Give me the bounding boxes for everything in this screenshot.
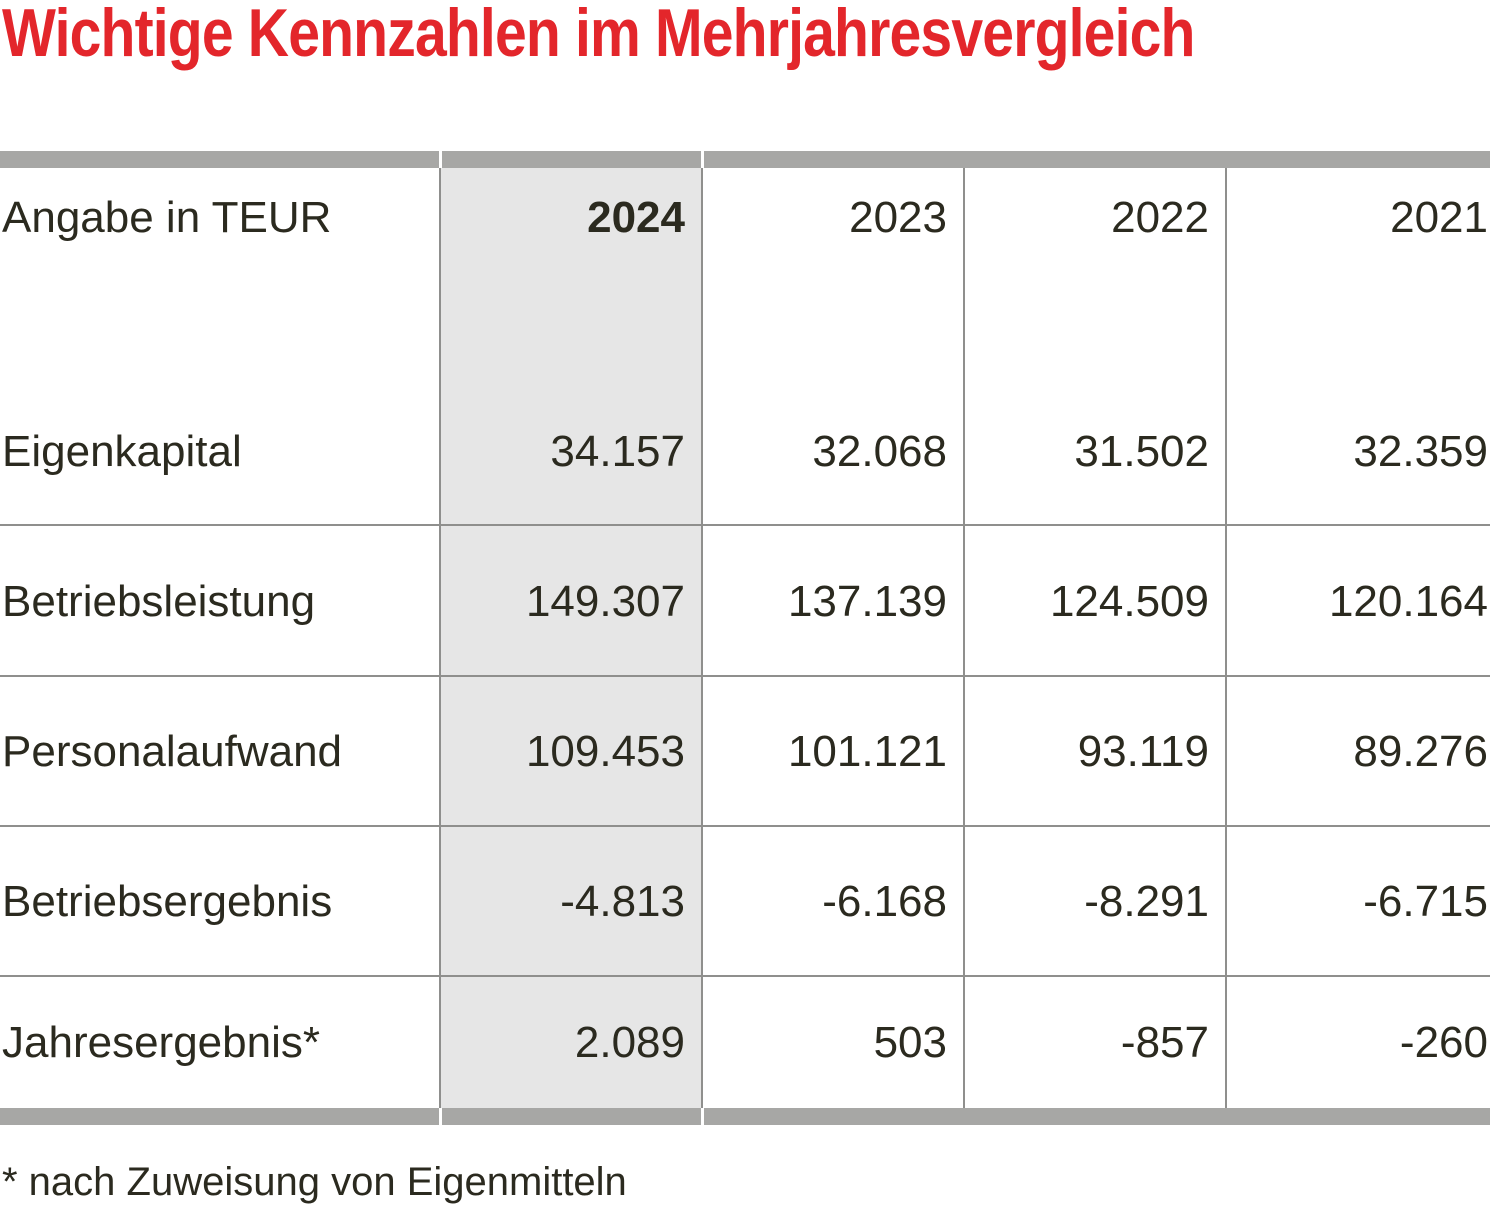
row-label: Eigenkapital — [2, 427, 242, 476]
table-top-rule — [0, 151, 1490, 168]
row-label: Betriebsleistung — [2, 577, 316, 626]
cell-value: 32.359 — [1353, 427, 1488, 476]
column-divider — [963, 168, 965, 1108]
header-label: Angabe in TEUR — [2, 193, 332, 242]
row-label: Personalaufwand — [2, 727, 343, 776]
cell-value: -4.813 — [560, 877, 685, 926]
column-divider — [439, 168, 441, 1108]
page-title: Wichtige Kennzahlen im Mehrjahresverglei… — [2, 0, 1195, 71]
row-divider — [0, 825, 1490, 827]
cell-value: 109.453 — [525, 727, 685, 776]
cell-value: 34.157 — [550, 427, 685, 476]
table-bottom-rule — [0, 1108, 1490, 1125]
cell-value: 32.068 — [812, 427, 947, 476]
rule-gap — [439, 1108, 442, 1125]
cell-value: 149.307 — [525, 577, 685, 626]
cell-value: -8.291 — [1084, 877, 1209, 926]
row-label: Betriebsergebnis — [2, 877, 333, 926]
highlight-column-2024 — [441, 168, 702, 1108]
cell-value: 93.119 — [1077, 727, 1209, 776]
header-year-2021: 2021 — [1390, 193, 1488, 242]
cell-value: 101.121 — [787, 727, 947, 776]
column-divider — [1225, 168, 1227, 1108]
cell-value: 120.164 — [1328, 577, 1488, 626]
cell-value: 31.502 — [1074, 427, 1209, 476]
column-divider — [701, 168, 703, 1108]
header-year-2022: 2022 — [1111, 193, 1209, 242]
cell-value: -857 — [1120, 1018, 1209, 1067]
cell-value: -6.168 — [822, 877, 947, 926]
cell-value: -260 — [1399, 1018, 1488, 1067]
cell-value: -6.715 — [1363, 877, 1488, 926]
row-divider — [0, 524, 1490, 526]
rule-gap — [701, 151, 704, 168]
cell-value: 124.509 — [1049, 577, 1209, 626]
row-label: Jahresergebnis* — [2, 1018, 320, 1067]
row-divider — [0, 975, 1490, 977]
cell-value: 89.276 — [1353, 727, 1488, 776]
rule-gap — [701, 1108, 704, 1125]
header-year-2023: 2023 — [849, 193, 947, 242]
rule-gap — [439, 151, 442, 168]
header-year-2024: 2024 — [587, 193, 685, 242]
cell-value: 137.139 — [787, 577, 947, 626]
row-divider — [0, 675, 1490, 677]
cell-value: 2.089 — [574, 1018, 685, 1067]
cell-value: 503 — [873, 1018, 947, 1067]
footnote: * nach Zuweisung von Eigenmitteln — [2, 1160, 627, 1204]
